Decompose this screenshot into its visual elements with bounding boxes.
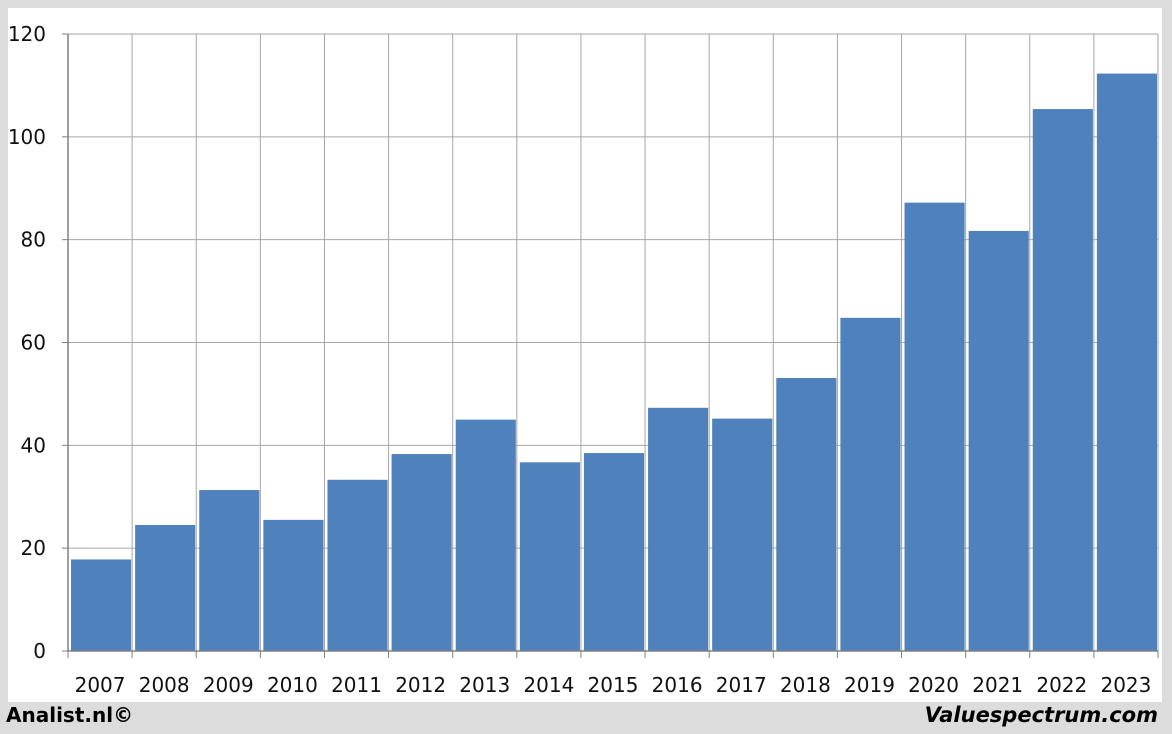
x-tick-label: 2013 bbox=[459, 673, 510, 697]
x-tick-label: 2015 bbox=[588, 673, 639, 697]
x-tick-label: 2010 bbox=[267, 673, 318, 697]
bar-2022 bbox=[1032, 109, 1093, 651]
bar-2011 bbox=[327, 479, 388, 651]
bar-2015 bbox=[583, 453, 645, 651]
y-tick-label: 100 bbox=[8, 125, 46, 149]
x-tick-label: 2014 bbox=[523, 673, 574, 697]
bar-2007 bbox=[71, 559, 132, 651]
bar-2021 bbox=[968, 230, 1029, 651]
bar-2013 bbox=[455, 419, 516, 651]
x-tick-label: 2008 bbox=[139, 673, 190, 697]
x-tick-label: 2016 bbox=[652, 673, 703, 697]
x-tick-label: 2023 bbox=[1100, 673, 1151, 697]
x-tick-label: 2007 bbox=[75, 673, 126, 697]
y-tick-label: 80 bbox=[21, 228, 46, 252]
x-tick-label: 2022 bbox=[1036, 673, 1087, 697]
bar-2020 bbox=[904, 202, 965, 651]
bar-2017 bbox=[712, 418, 773, 651]
source-credit-right: Valuespectrum.com bbox=[924, 703, 1158, 727]
x-tick-label: 2012 bbox=[395, 673, 446, 697]
y-tick-label: 20 bbox=[21, 536, 46, 560]
y-tick-label: 120 bbox=[8, 22, 46, 46]
x-tick-label: 2017 bbox=[716, 673, 767, 697]
x-tick-label: 2018 bbox=[780, 673, 831, 697]
y-tick-label: 0 bbox=[33, 639, 46, 663]
bar-2016 bbox=[648, 407, 709, 651]
x-tick-label: 2011 bbox=[331, 673, 382, 697]
bar-2014 bbox=[519, 462, 580, 651]
x-tick-label: 2021 bbox=[972, 673, 1023, 697]
bar-2012 bbox=[391, 454, 452, 651]
x-tick-label: 2020 bbox=[908, 673, 959, 697]
source-credit-left: Analist.nl© bbox=[6, 703, 134, 727]
x-tick-label: 2019 bbox=[844, 673, 895, 697]
bar-2009 bbox=[199, 490, 260, 651]
bar-2010 bbox=[263, 519, 324, 651]
y-tick-label: 40 bbox=[21, 433, 46, 457]
bar-2023 bbox=[1096, 73, 1157, 652]
bar-2019 bbox=[840, 317, 901, 651]
bar-2008 bbox=[135, 525, 196, 651]
y-tick-label: 60 bbox=[21, 331, 46, 355]
x-tick-label: 2009 bbox=[203, 673, 254, 697]
bar-2018 bbox=[776, 377, 837, 651]
